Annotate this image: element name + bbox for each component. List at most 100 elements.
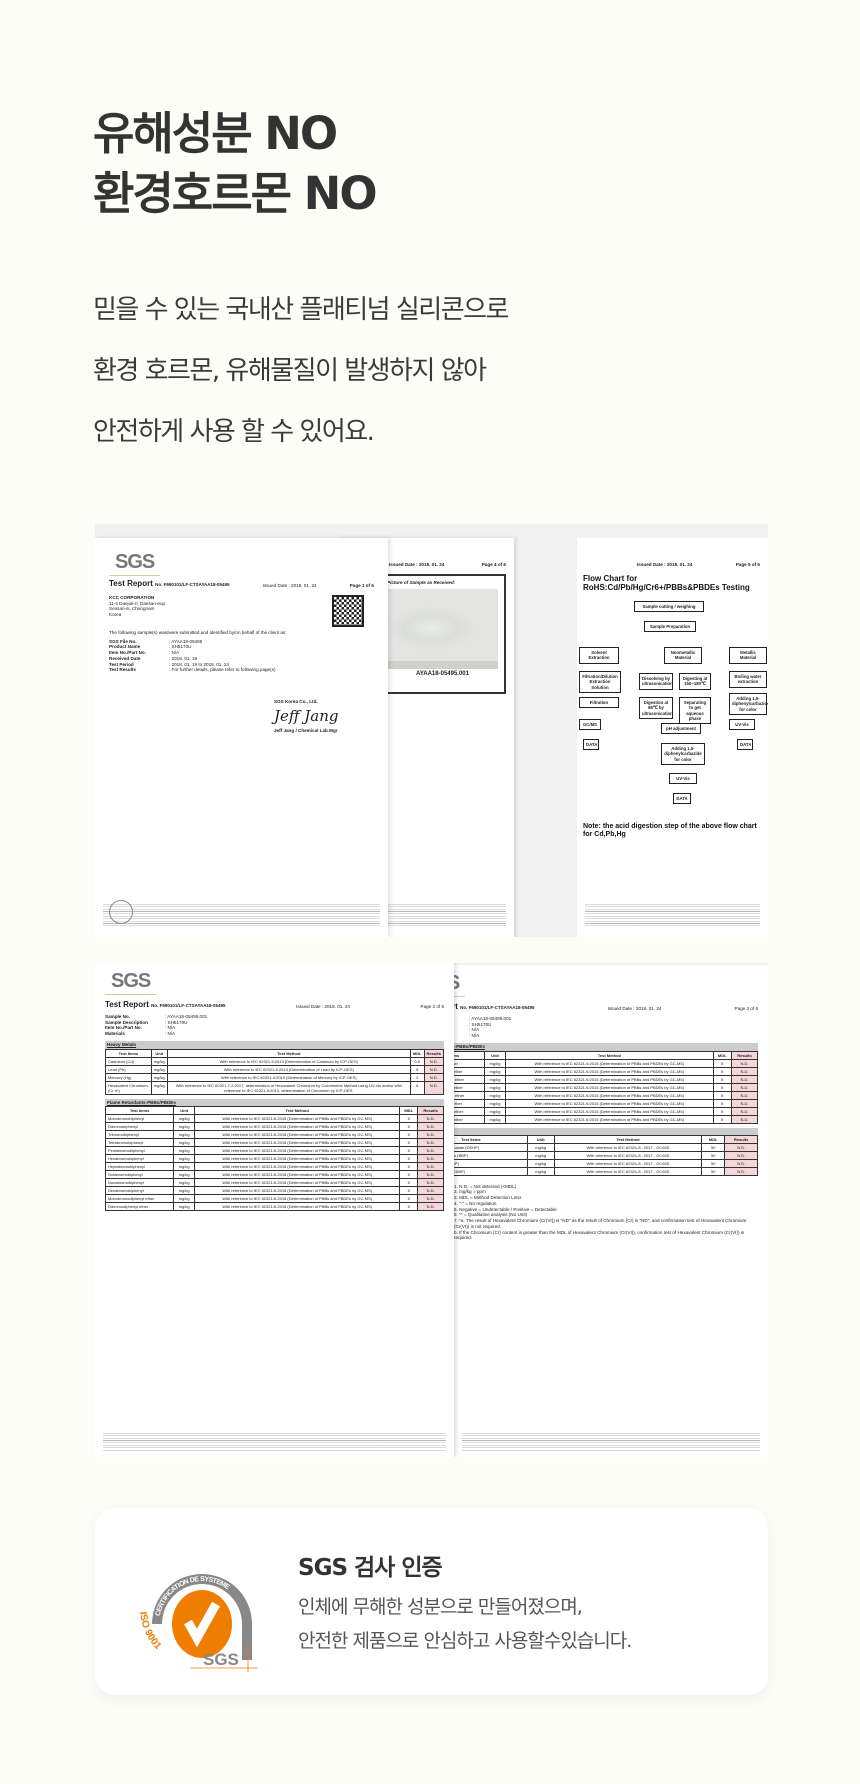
page-number: Page 4 of 6 — [481, 562, 506, 567]
result: N.D. — [724, 1142, 758, 1152]
note-line: 2. mg/kg = ppm — [454, 1189, 486, 1195]
column-header: MDL — [712, 1050, 732, 1060]
result: N.D. — [724, 1158, 758, 1168]
notes: 1. N.D. = Not detected (<MDL) 2. mg/kg = … — [454, 1184, 758, 1241]
field-label: Product Name — [109, 644, 141, 650]
flow-chart-title: Flow Chart for RoHS:Cd/Pb/Hg/Cr6+/PBBs&P… — [583, 573, 750, 593]
unit: mg/kg — [526, 1166, 555, 1176]
test-item: Cadmium (Cd) — [105, 1056, 152, 1066]
unit: mg/kg — [173, 1146, 196, 1156]
field-label: Sample Description — [105, 1019, 148, 1025]
sgs-iso-9001-logo: CERTIFICATION DE SYSTEME ISO 9001 SGS — [137, 1574, 258, 1672]
field-row: Product Name: SH5170U — [109, 644, 374, 650]
mdl: 5 — [712, 1074, 732, 1084]
sample-photo — [387, 589, 498, 670]
flow-chart-box: Sample Preparation — [644, 620, 696, 633]
test-method: With reference to IEC 62321-6:2015 (Dete… — [505, 1114, 714, 1124]
test-method: With reference to IEC 62321-6:2015 (Dete… — [505, 1090, 714, 1100]
test-method: With reference to IEC 62321-6:2015 (Dete… — [194, 1162, 401, 1172]
mdl: 5 — [399, 1138, 419, 1148]
unit: mg/kg — [483, 1058, 507, 1068]
seal-stamp — [109, 900, 133, 924]
unit: mg/kg — [526, 1158, 555, 1168]
field-row: Test Period: 2018. 01. 19 to 2018. 01. 2… — [109, 662, 374, 668]
issued-date: Issued Date : 2018. 01. 24 — [607, 1006, 662, 1012]
result: N.D. — [423, 1072, 445, 1082]
field-label: Test Period — [109, 661, 134, 667]
result: N.D. — [730, 1106, 759, 1116]
description-line: 환경 호르몬, 유해물질이 발생하지 않아 — [93, 356, 487, 386]
results-table: Test Items Unit Test Method MDL Results Monob… — [104, 1106, 444, 1212]
report-no: No. F690101/LF-CTSAYAA18-05495 — [155, 582, 230, 587]
flow-chart-box: Adding 1,5-diphenylcarbazide for color — [729, 692, 768, 715]
mdl: 5 — [399, 1122, 419, 1132]
result: N.D. — [417, 1122, 444, 1132]
result: N.D. — [730, 1114, 759, 1124]
section-title: Heavy Metals — [105, 1040, 444, 1049]
mdl: 2 — [409, 1072, 425, 1082]
result: N.D. — [730, 1098, 759, 1108]
mdl: 5 — [399, 1178, 419, 1188]
flow-chart-box: Filtration — [579, 696, 619, 709]
table-row: Tetrabromobiphenyl mg/kg With reference to… — [104, 1138, 444, 1148]
field-row: Sample No.: AYAA18-05495.001 — [454, 1016, 758, 1022]
table-row: Monobromobiphenyl mg/kg With reference to … — [104, 1114, 444, 1124]
flow-chart-box: Nonmetallic Material — [664, 646, 702, 664]
result: N.D. — [417, 1178, 444, 1188]
test-item: Dibromobiphenyl — [104, 1122, 175, 1132]
flow-chart-box: Digesting at 150~180℃ — [679, 672, 711, 690]
table-row: Tribromobiphenyl mg/kg With reference to I… — [104, 1130, 444, 1140]
column-header: Results — [724, 1134, 758, 1144]
mdl: 5 — [399, 1202, 419, 1212]
field-row: Sample No.: AYAA18-05495.001 — [105, 1014, 444, 1020]
title-line-1: 유해성분 NO — [93, 107, 338, 160]
column-header: Test Items — [104, 1106, 175, 1116]
test-item: Monobromobiphenyl — [104, 1114, 175, 1124]
field-row: SGS File No.: AYAA18-05495 — [109, 639, 374, 645]
flow-chart-box: UV-Vis — [669, 772, 697, 785]
test-method: With reference to IEC 62321-6:2015 (Dete… — [194, 1202, 401, 1212]
note-line: 1. N.D. = Not detected (<MDL) — [454, 1183, 517, 1189]
picture-title: Picture of Sample as Received: — [387, 579, 456, 585]
field-value: : AYAA18-05495.001 — [469, 1016, 512, 1021]
issued-date: Issued Date : 2018. 01. 24 — [296, 1004, 350, 1010]
test-method: With reference to IEC 62321-6:2015 (Dete… — [194, 1122, 401, 1132]
field-value: : AYAA18-05495.001 — [165, 1014, 208, 1019]
table-row: Decabromobiphenyl mg/kg With reference to … — [104, 1186, 444, 1196]
table-row: Nonabromobiphenyl mg/kg With reference to … — [104, 1178, 444, 1188]
test-method: With reference to IEC 62321-4:2013 (Dete… — [166, 1072, 411, 1082]
unit: mg/kg — [173, 1154, 196, 1164]
flow-chart-box: Filtration/Dilution Extraction Solution — [579, 670, 621, 693]
column-header: MDL — [701, 1134, 726, 1144]
result: N.D. — [417, 1154, 444, 1164]
flow-chart: Sample cutting / weighing Sample Preparat… — [579, 597, 768, 819]
unit: mg/kg — [173, 1194, 196, 1204]
section-title — [454, 1127, 758, 1135]
unit: mg/kg — [526, 1142, 555, 1152]
description-line: 안전하게 사용 할 수 있어요. — [93, 417, 375, 447]
test-method: With reference to IEC 62321-6:2015 (Dete… — [505, 1082, 714, 1092]
note-line: 3. MDL = Method Detection Limit — [454, 1195, 521, 1201]
result: N.D. — [730, 1074, 759, 1084]
unit: mg/kg — [173, 1138, 196, 1148]
page-number: Page 1 of 6 — [349, 583, 374, 589]
result: N.D. — [730, 1066, 759, 1076]
field-label: Received Date — [109, 655, 141, 661]
table-row: Heptabromobiphenyl mg/kg With reference to… — [104, 1162, 444, 1172]
test-item: Heptabromodiphenyl ether — [454, 1090, 485, 1100]
mdl: 50 — [701, 1158, 726, 1168]
test-method: With reference to IEC 62321-6:2015 (Dete… — [194, 1130, 401, 1140]
result: N.D. — [417, 1138, 444, 1148]
unit: mg/kg — [173, 1202, 196, 1212]
unit: mg/kg — [150, 1072, 168, 1082]
unit: mg/kg — [483, 1098, 507, 1108]
certification-line: 안전한 제품으로 안심하고 사용할수있습니다. — [298, 1630, 632, 1652]
test-method: With reference to IEC 62321-5:2013 (Dete… — [166, 1064, 411, 1074]
note-line: b. If the Chromium (Cr) content is great… — [454, 1229, 745, 1241]
